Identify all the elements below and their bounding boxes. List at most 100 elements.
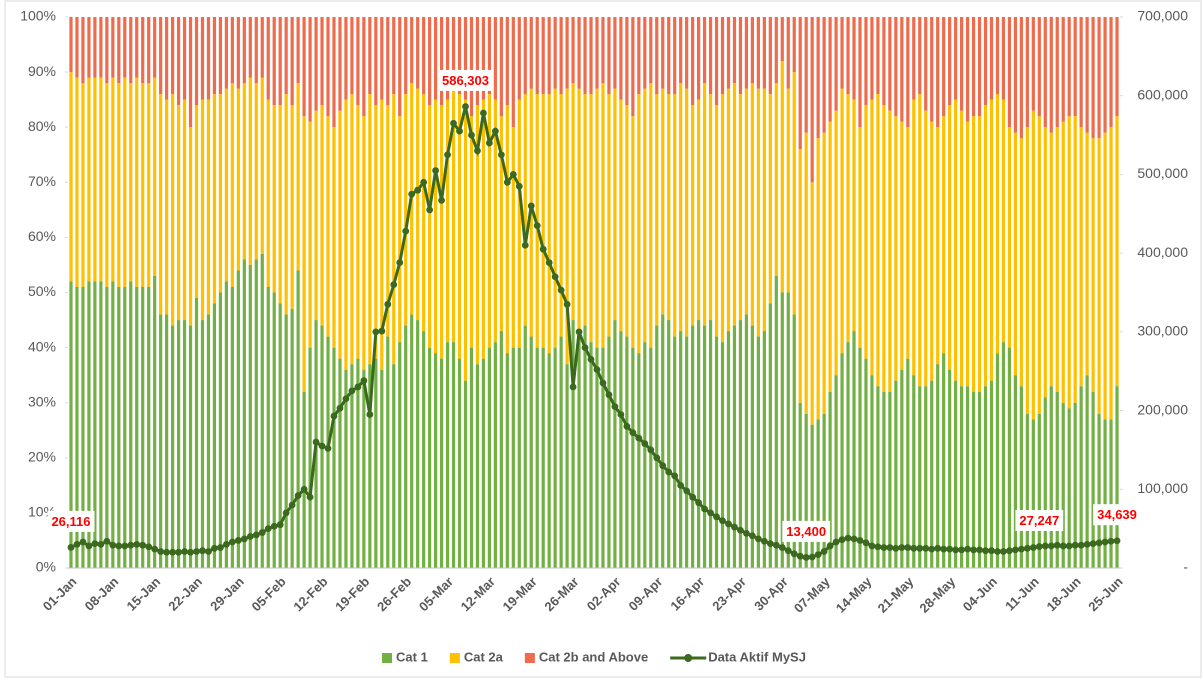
line-marker	[958, 546, 966, 554]
bar-segment	[194, 17, 199, 106]
bar-segment	[631, 116, 635, 348]
bar-segment	[93, 281, 97, 568]
line-marker	[396, 259, 404, 266]
bar-segment	[1037, 116, 1041, 414]
y-tick-label: 100%	[20, 8, 56, 24]
bar-segment	[619, 17, 623, 100]
bar-segment	[529, 336, 533, 568]
bar-segment	[547, 17, 551, 95]
x-tick-label: 08-Jan	[82, 574, 122, 614]
bar-segment	[428, 105, 432, 348]
bar-segment	[786, 292, 790, 568]
bar-segment	[278, 105, 282, 304]
bar-segment	[362, 17, 366, 117]
line-marker	[354, 383, 362, 391]
bar-segment	[499, 17, 503, 117]
line-marker	[653, 454, 661, 462]
bar-segment	[828, 17, 832, 122]
line-marker	[575, 328, 583, 336]
bar-segment	[954, 380, 958, 568]
legend-item: Cat 1	[382, 649, 428, 664]
bar-segment	[1049, 386, 1053, 568]
bar-segment	[350, 17, 354, 95]
bar-segment	[691, 325, 695, 568]
bar-segment	[159, 314, 163, 568]
bar-segment	[649, 83, 653, 348]
bar-segment	[720, 94, 725, 343]
bar-segment	[87, 281, 91, 568]
bar-segment	[523, 94, 527, 326]
bar-segment	[1073, 116, 1077, 403]
bar-segment	[200, 99, 205, 321]
line-marker	[1071, 541, 1079, 549]
bar-segment	[350, 364, 354, 568]
line-marker	[85, 542, 93, 550]
bar-segment	[451, 17, 456, 84]
bar-segment	[960, 386, 964, 568]
bar-segment	[1019, 386, 1023, 568]
line-marker	[1083, 540, 1091, 548]
line-marker	[1000, 548, 1007, 555]
bar-segment	[212, 17, 217, 95]
bar-segment	[965, 17, 970, 122]
bar-segment	[326, 336, 330, 568]
y2-tick-label: 100,000	[1137, 480, 1188, 496]
bar-segment	[248, 77, 252, 265]
bar-segment	[1001, 342, 1006, 568]
line-marker	[450, 119, 457, 127]
bar-segment	[565, 17, 569, 89]
bar-segment	[206, 99, 211, 315]
line-marker	[211, 544, 218, 552]
data-label-bg	[437, 69, 493, 91]
line-marker	[701, 505, 708, 513]
line-marker	[378, 327, 386, 335]
bar-segment	[565, 88, 569, 365]
bar-segment	[188, 325, 193, 568]
legend-swatch	[382, 653, 393, 663]
bar-segment	[702, 325, 707, 568]
bar-segment	[786, 88, 790, 293]
bar-segment	[750, 83, 754, 326]
bar-segment	[750, 17, 754, 84]
line-marker	[850, 535, 858, 543]
bar-segment	[643, 342, 647, 568]
line-marker	[228, 538, 236, 546]
line-marker	[814, 551, 822, 559]
line-marker	[617, 411, 625, 418]
line-marker	[139, 541, 147, 549]
line-marker	[796, 552, 804, 560]
bar-segment	[637, 353, 641, 568]
bar-segment	[254, 17, 258, 84]
bar-segment	[99, 77, 103, 282]
bar-segment	[744, 17, 749, 89]
bar-segment	[422, 331, 426, 568]
bar-segment	[212, 94, 217, 304]
line-marker	[760, 537, 768, 545]
bar-segment	[1013, 17, 1017, 133]
bar-segment	[965, 386, 970, 568]
bar-segment	[284, 94, 288, 315]
line-marker	[503, 178, 511, 186]
bar-segment	[840, 88, 844, 354]
bar-segment	[236, 17, 240, 89]
x-tick-label: 01-Jan	[40, 574, 80, 614]
bar-segment	[912, 99, 916, 376]
bar-segment	[374, 358, 378, 568]
bar-segment	[738, 94, 743, 321]
bar-segment	[105, 17, 109, 84]
bar-segment	[1091, 17, 1095, 139]
bar-segment	[374, 17, 378, 106]
bar-segment	[176, 17, 181, 106]
line-marker	[348, 387, 356, 395]
x-tick-label: 26-Mar	[541, 574, 581, 614]
line-marker	[982, 547, 989, 555]
line-marker	[480, 109, 487, 117]
line-marker	[336, 404, 344, 412]
line-marker	[599, 379, 607, 387]
bar-segment	[601, 17, 605, 84]
line-marker	[946, 545, 954, 553]
bar-segment	[1007, 17, 1012, 128]
bar-segment	[182, 17, 187, 100]
line-marker	[611, 403, 619, 411]
bar-segment	[870, 99, 874, 376]
